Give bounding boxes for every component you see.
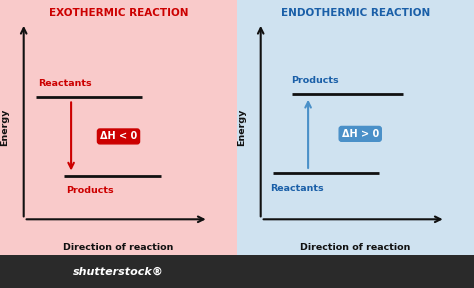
Text: Reactants: Reactants	[38, 79, 91, 88]
Text: Direction of reaction: Direction of reaction	[301, 243, 410, 253]
Text: Energy: Energy	[237, 109, 246, 146]
Text: Products: Products	[292, 76, 339, 86]
Text: shutterstock®: shutterstock®	[73, 266, 164, 276]
Text: Direction of reaction: Direction of reaction	[64, 243, 173, 253]
Text: ΔH > 0: ΔH > 0	[342, 129, 379, 139]
Text: EXOTHERMIC REACTION: EXOTHERMIC REACTION	[49, 8, 188, 18]
Text: Products: Products	[66, 186, 114, 195]
Text: ENDOTHERMIC REACTION: ENDOTHERMIC REACTION	[281, 8, 430, 18]
Text: Energy: Energy	[0, 109, 9, 146]
Text: Reactants: Reactants	[270, 184, 324, 193]
Text: ΔH < 0: ΔH < 0	[100, 131, 137, 141]
